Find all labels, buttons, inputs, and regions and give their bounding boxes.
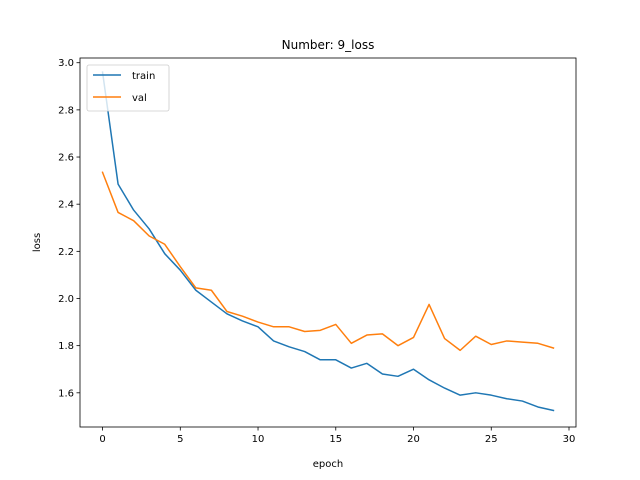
y-tick-label: 2.4: [58, 200, 74, 211]
y-tick-label: 1.6: [58, 388, 74, 399]
legend: train val: [86, 64, 170, 112]
series-layer: [101, 71, 555, 412]
y-tick-label: 2.0: [58, 294, 74, 305]
y-tick-label: 2.2: [58, 247, 74, 258]
series-line-train: [101, 71, 555, 412]
y-tick-label: 2.6: [58, 153, 74, 164]
x-tick-label: 15: [329, 434, 342, 445]
x-tick-label: 20: [407, 434, 420, 445]
axes-layer: 0 5 10 15 20 25 30 1.6 1.8 2.0 2.2 2.4 2.6 2.8 3.0: [58, 58, 575, 445]
x-tick-label: 5: [177, 434, 183, 445]
y-axis-label: loss: [32, 233, 43, 252]
x-tick-label: 25: [485, 434, 498, 445]
y-tick-label: 1.8: [58, 341, 74, 352]
y-tick-label: 2.8: [58, 105, 74, 116]
y-tick-label: 3.0: [58, 58, 74, 69]
plot-frame: [79, 57, 577, 428]
chart-title: Number: 9_loss: [282, 38, 375, 52]
legend-box: [86, 64, 170, 112]
x-axis-label: epoch: [313, 459, 343, 470]
series-line-val: [101, 171, 555, 352]
plot-area: [80, 58, 576, 427]
x-tick-label: 10: [252, 434, 265, 445]
x-tick-label: 30: [563, 434, 576, 445]
legend-label-train: train: [132, 71, 155, 82]
x-tick-label: 0: [99, 434, 105, 445]
legend-label-val: val: [132, 93, 147, 104]
